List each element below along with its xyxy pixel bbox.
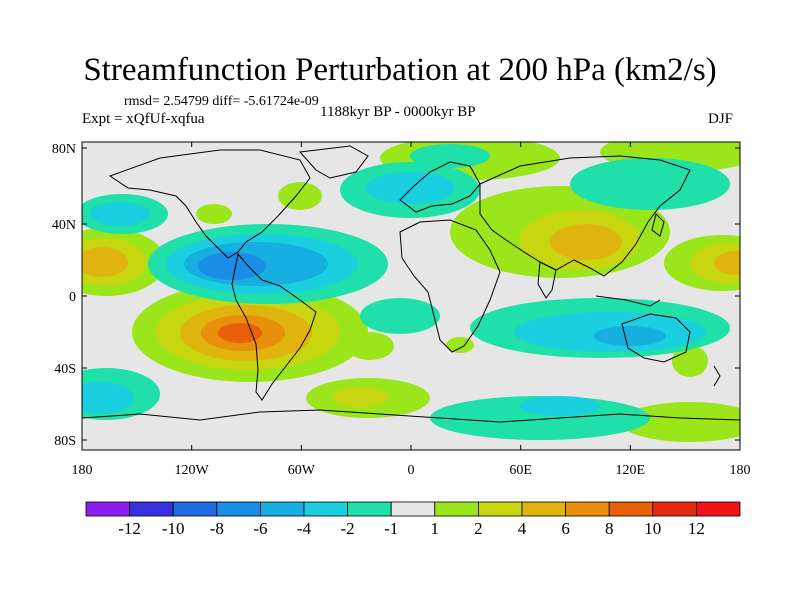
lon-tick-label: 180 xyxy=(730,463,751,478)
lon-tick-label: 60W xyxy=(288,463,316,478)
colorbar-label: 6 xyxy=(561,519,570,538)
colorbar-swatch xyxy=(477,501,523,517)
chart-title: Streamfunction Perturbation at 200 hPa (… xyxy=(83,52,717,88)
lon-tick-label: 180 xyxy=(72,463,93,478)
colorbar-label: -1 xyxy=(384,519,398,538)
colorbar-swatch xyxy=(85,501,130,517)
season-text: DJF xyxy=(708,111,734,127)
period-text: 1188kyr BP - 0000kyr BP xyxy=(320,104,476,120)
colorbar-swatch xyxy=(434,501,479,517)
axis-labels: 180 120W 60W 0 60E 120E 180 80N 40N 0 40S 80S xyxy=(52,142,751,478)
lon-tick-label: 60E xyxy=(509,463,532,478)
axis-ticks xyxy=(81,142,741,450)
colorbar-label: 1 xyxy=(431,519,440,538)
colorbar-swatch xyxy=(259,501,305,517)
colorbar-swatch xyxy=(172,501,218,517)
lat-tick-label: 0 xyxy=(69,290,76,305)
lat-tick-label: 80N xyxy=(52,142,76,157)
coastlines xyxy=(82,145,740,423)
colorbar-swatch xyxy=(216,501,261,517)
colorbar-swatch xyxy=(565,501,610,517)
colorbar-swatch xyxy=(129,501,174,517)
lon-tick-label: 120W xyxy=(175,463,210,478)
colorbar xyxy=(85,501,741,517)
experiment-text: Expt = xQfUf-xqfua xyxy=(82,111,205,127)
colorbar-label: -4 xyxy=(297,519,312,538)
lat-tick-label: 80S xyxy=(54,434,76,449)
colorbar-label: 8 xyxy=(605,519,614,538)
lon-tick-label: 120E xyxy=(616,463,646,478)
stats-text: rmsd= 2.54799 diff= -5.61724e-09 xyxy=(124,94,319,109)
colorbar-swatch xyxy=(696,501,741,517)
colorbar-label: -8 xyxy=(210,519,224,538)
lon-tick-label: 0 xyxy=(408,463,415,478)
colorbar-swatch xyxy=(652,501,697,517)
colorbar-label: 4 xyxy=(518,519,527,538)
lat-tick-label: 40S xyxy=(54,362,76,377)
colorbar-swatch xyxy=(390,501,436,517)
colorbar-label: 2 xyxy=(474,519,483,538)
lat-tick-label: 40N xyxy=(52,218,76,233)
colorbar-swatch xyxy=(521,501,566,517)
colorbar-label: -6 xyxy=(253,519,267,538)
colorbar-label: 10 xyxy=(644,519,661,538)
colorbar-label: -2 xyxy=(341,519,355,538)
colorbar-swatch xyxy=(303,501,348,517)
colorbar-label: 12 xyxy=(688,519,705,538)
colorbar-swatch xyxy=(347,501,392,517)
colorbar-label: -10 xyxy=(162,519,185,538)
colorbar-swatch xyxy=(608,501,654,517)
colorbar-labels: -12 -10 -8 -6 -4 -2 -1 1 2 4 6 8 10 12 xyxy=(118,519,705,538)
colorbar-label: -12 xyxy=(118,519,141,538)
negative-anomalies xyxy=(82,144,730,440)
